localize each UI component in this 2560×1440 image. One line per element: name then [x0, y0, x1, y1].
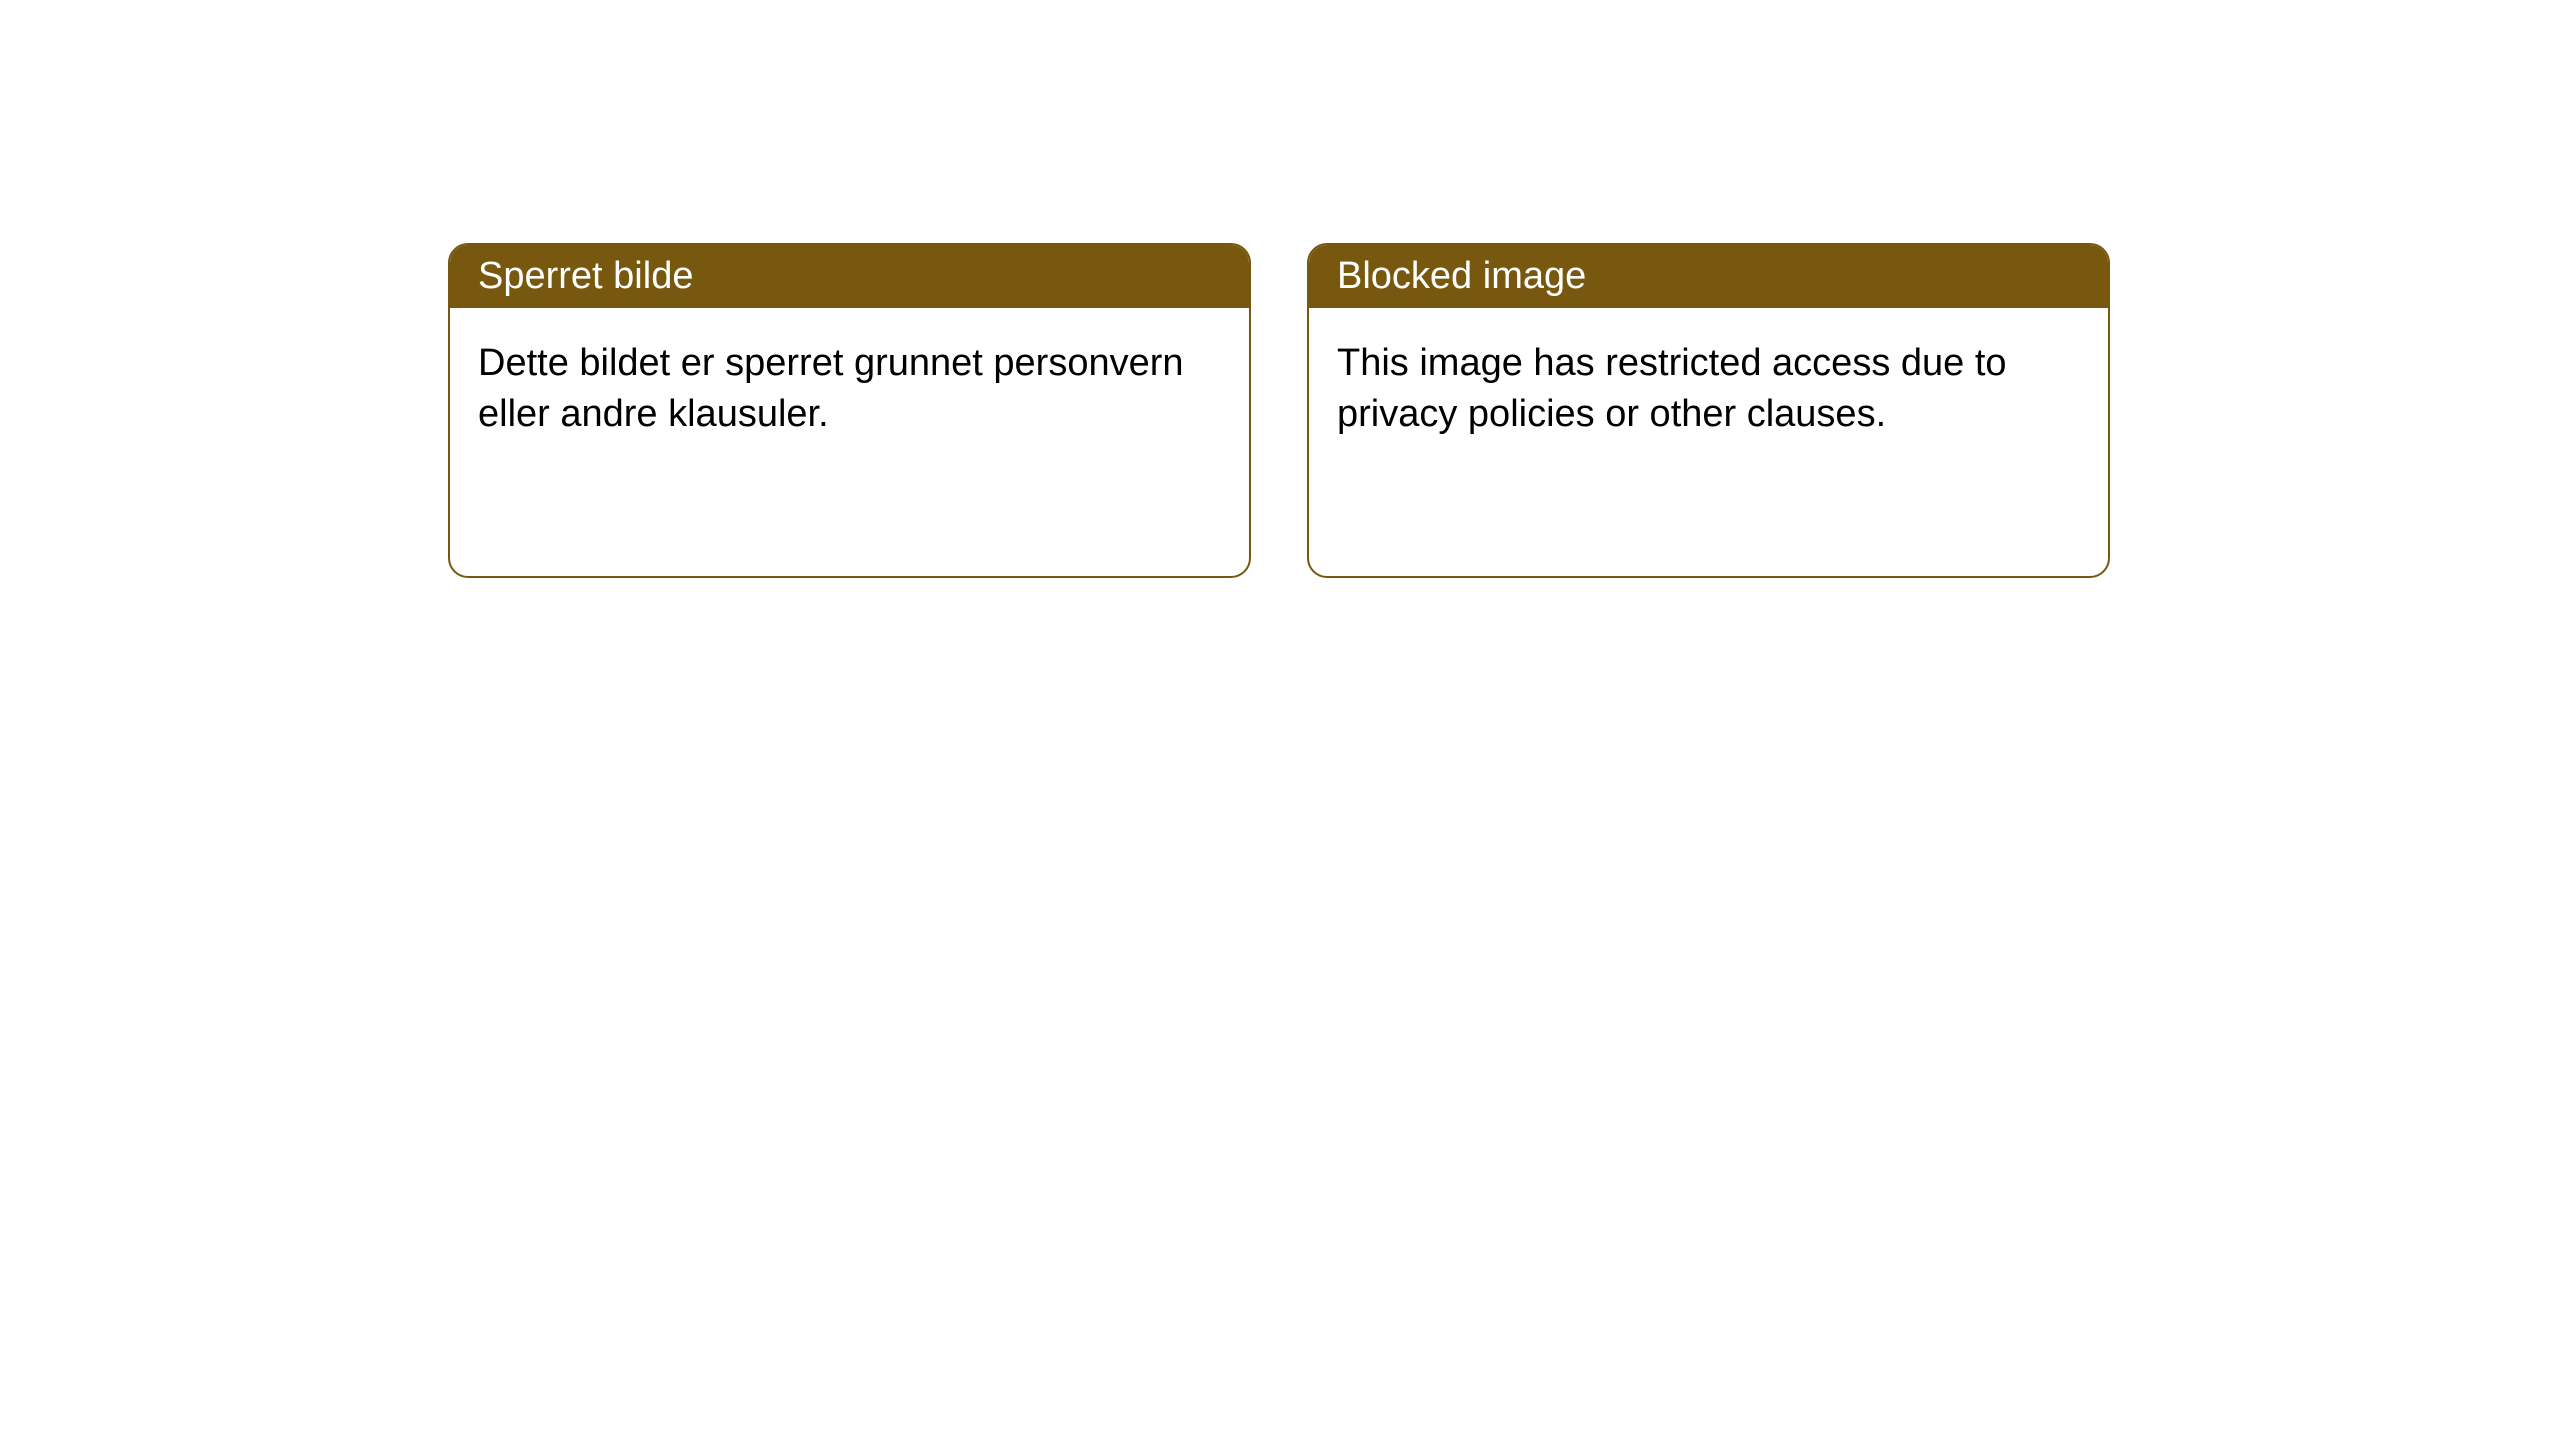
card-body-no: Dette bildet er sperret grunnet personve…: [450, 308, 1249, 471]
card-body-en: This image has restricted access due to …: [1309, 308, 2108, 471]
card-message-en: This image has restricted access due to …: [1337, 342, 2007, 435]
card-message-no: Dette bildet er sperret grunnet personve…: [478, 342, 1184, 435]
blocked-image-card-en: Blocked image This image has restricted …: [1307, 243, 2110, 578]
blocked-image-card-no: Sperret bilde Dette bildet er sperret gr…: [448, 243, 1251, 578]
card-title-no: Sperret bilde: [478, 255, 693, 297]
card-title-en: Blocked image: [1337, 255, 1586, 297]
card-header-no: Sperret bilde: [450, 245, 1249, 308]
cards-container: Sperret bilde Dette bildet er sperret gr…: [0, 0, 2560, 578]
card-header-en: Blocked image: [1309, 245, 2108, 308]
